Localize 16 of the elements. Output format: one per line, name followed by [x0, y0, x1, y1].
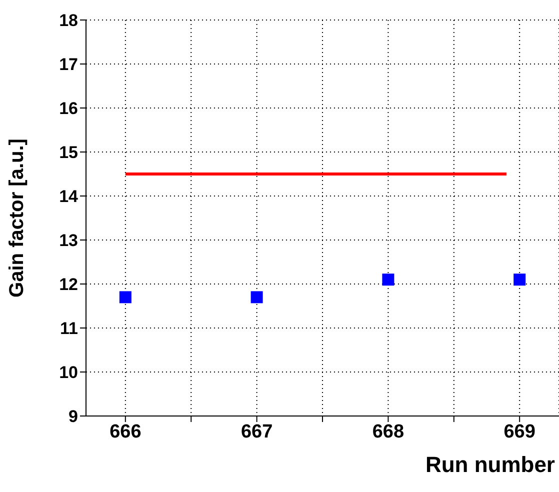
y-tick-label: 12: [59, 275, 78, 294]
y-tick-label: 10: [59, 363, 78, 382]
y-tick-label: 9: [68, 407, 78, 426]
y-tick-label: 16: [59, 99, 78, 118]
y-tick-label: 13: [59, 231, 78, 250]
y-tick-label: 17: [59, 55, 78, 74]
x-tick-label: 666: [110, 421, 142, 442]
y-tick-label: 11: [60, 319, 78, 338]
x-tick-label: 667: [240, 421, 273, 442]
y-tick-label: 18: [59, 11, 78, 30]
y-tick-label: 15: [59, 143, 78, 162]
x-tick-label: 669: [504, 421, 536, 442]
y-axis-title: Gain factor [a.u.]: [6, 138, 28, 298]
x-axis-title: Run number: [425, 452, 556, 477]
y-tick-label: 14: [59, 187, 79, 206]
x-tick-label: 668: [372, 421, 404, 442]
